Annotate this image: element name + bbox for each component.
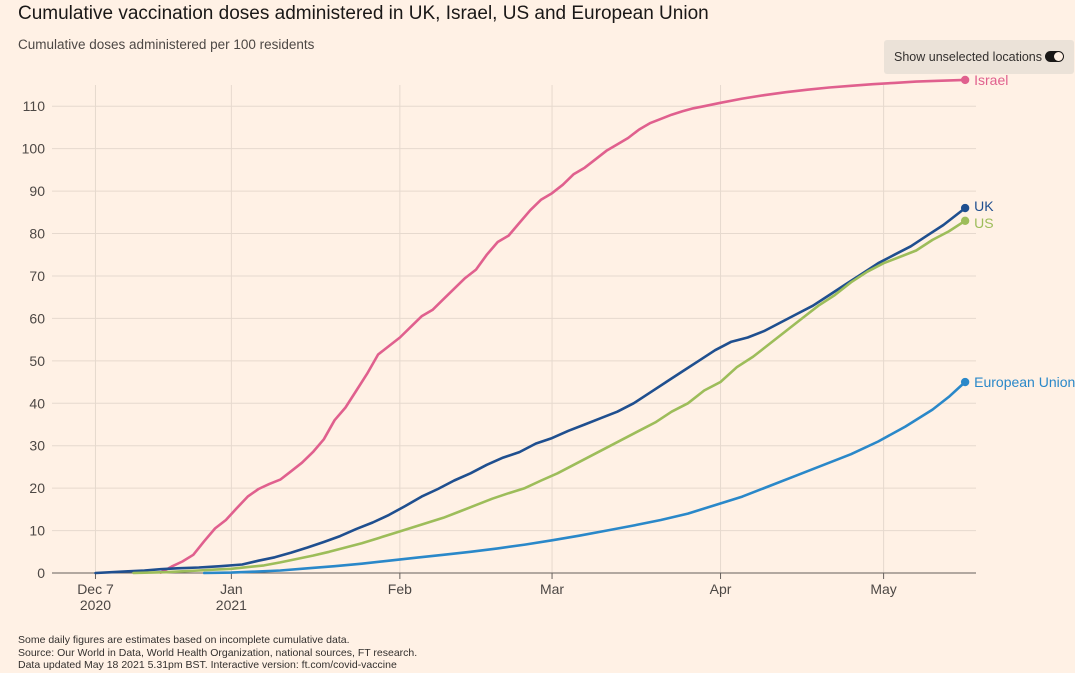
x-tick-sublabel: 2021 <box>216 597 247 613</box>
series-label-european-union: European Union <box>974 374 1075 390</box>
series-line-uk <box>94 206 967 575</box>
y-tick-label: 30 <box>29 438 45 454</box>
series-line-israel <box>159 78 967 574</box>
y-tick-label: 40 <box>29 395 45 411</box>
toggle-switch-icon[interactable] <box>1045 51 1064 62</box>
x-tick-sublabel: 2020 <box>80 597 111 613</box>
show-unselected-toggle[interactable]: Show unselected locations <box>884 40 1074 74</box>
y-tick-label: 0 <box>37 565 45 581</box>
y-tick-label: 110 <box>23 98 46 114</box>
x-tick-label: May <box>870 581 896 597</box>
y-tick-label: 70 <box>29 268 45 284</box>
x-tick-label: Jan <box>220 581 243 597</box>
toggle-label: Show unselected locations <box>894 50 1043 64</box>
series-label-us: US <box>974 215 993 231</box>
y-tick-label: 50 <box>29 353 45 369</box>
series-end-point-uk <box>960 203 970 213</box>
chart-footer: Some daily figures are estimates based o… <box>18 634 417 672</box>
footer-source: Source: Our World in Data, World Health … <box>18 646 418 659</box>
series-line-european-union <box>202 380 967 575</box>
y-tick-label: 10 <box>29 523 45 539</box>
toggle-knob <box>1054 52 1063 61</box>
footer-updated: Data updated May 18 2021 5.31pm BST. Int… <box>18 659 397 671</box>
y-tick-label: 20 <box>29 480 45 496</box>
series-end-point-israel <box>960 75 970 85</box>
footer-note: Some daily figures are estimates based o… <box>18 634 350 646</box>
y-tick-label: 90 <box>29 183 45 199</box>
series-line-us <box>132 219 967 575</box>
x-tick-label: Dec 7 <box>77 581 114 597</box>
y-tick-label: 80 <box>29 226 45 242</box>
series-end-point-european-union <box>960 377 970 387</box>
x-tick-label: Apr <box>710 581 732 597</box>
series-label-uk: UK <box>974 198 994 214</box>
y-tick-label: 60 <box>29 310 45 326</box>
chart-subtitle: Cumulative doses administered per 100 re… <box>18 37 315 52</box>
x-tick-label: Mar <box>540 581 564 597</box>
x-tick-label: Feb <box>388 581 412 597</box>
series-end-point-us <box>960 216 970 225</box>
series-label-israel: Israel <box>974 72 1008 88</box>
y-tick-label: 100 <box>22 141 46 157</box>
chart-title: Cumulative vaccination doses administere… <box>18 3 709 24</box>
